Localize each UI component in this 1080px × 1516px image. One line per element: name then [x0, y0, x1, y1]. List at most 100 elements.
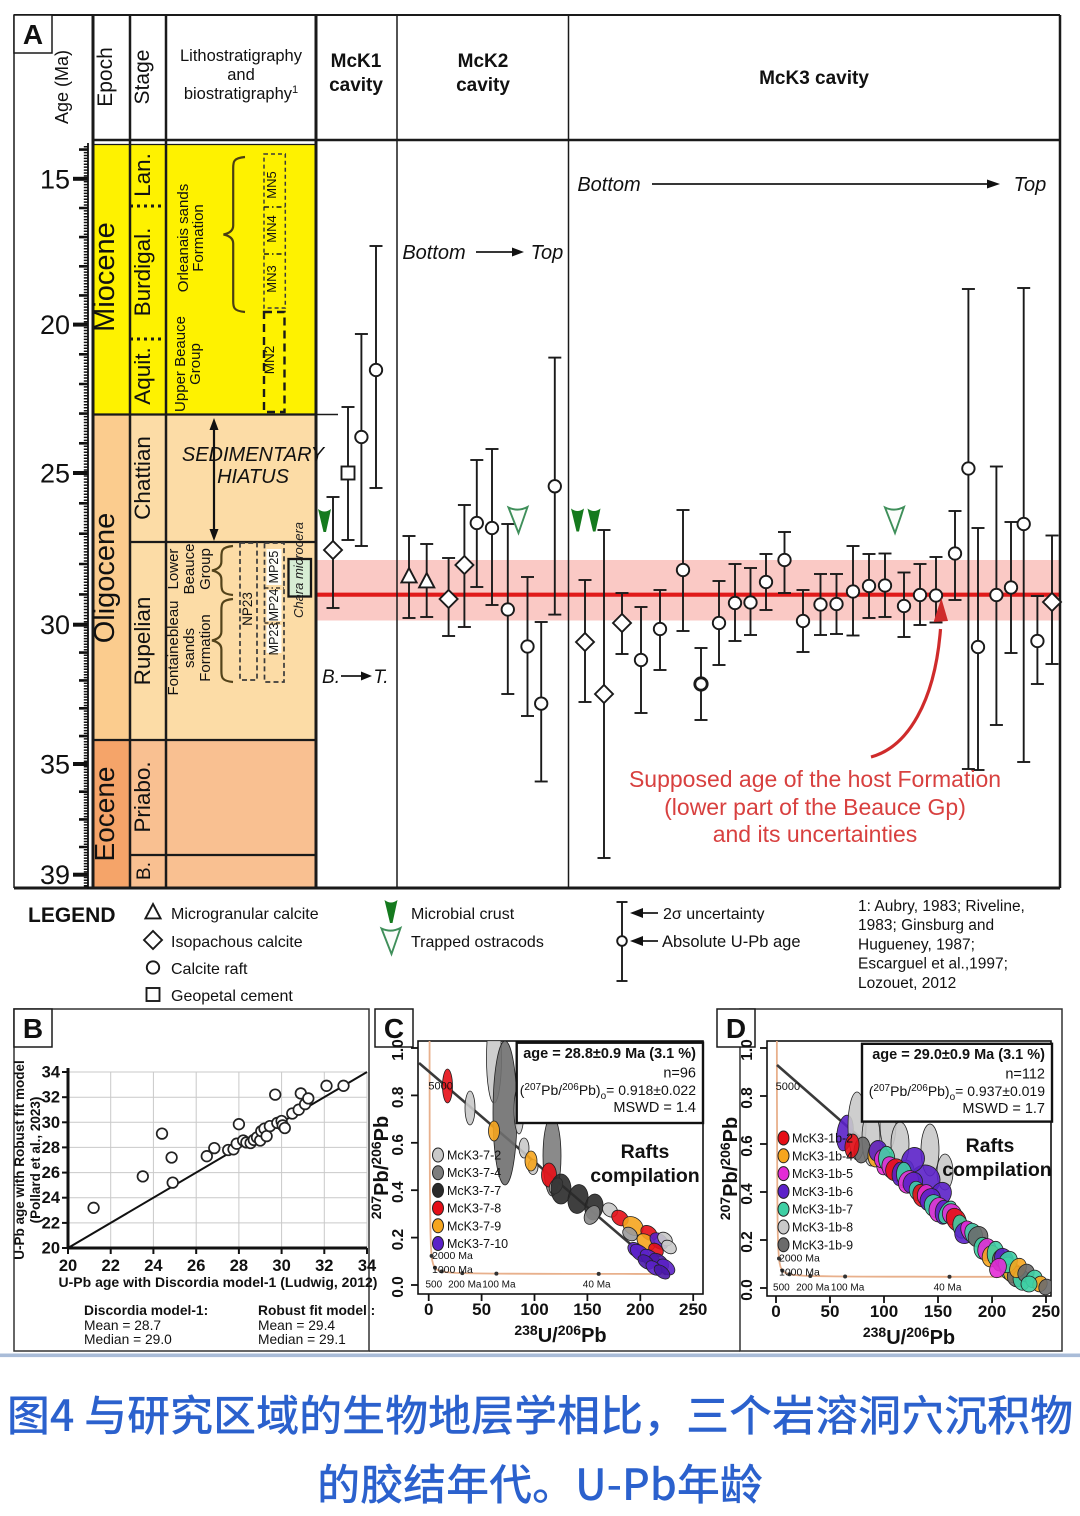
svg-text:LEGEND: LEGEND — [28, 904, 116, 927]
svg-text:238U/206Pb: 238U/206Pb — [863, 1324, 955, 1349]
svg-text:34: 34 — [42, 1064, 61, 1082]
svg-text:Group: Group — [187, 343, 204, 385]
svg-text:0.0: 0.0 — [390, 1276, 407, 1298]
svg-text:Lozouet, 2012: Lozouet, 2012 — [858, 975, 956, 992]
svg-text:B.: B. — [322, 667, 340, 688]
svg-text:age = 28.8±0.9 Ma (3.1 %): age = 28.8±0.9 Ma (3.1 %) — [523, 1046, 696, 1062]
svg-text:2000 Ma: 2000 Ma — [432, 1250, 473, 1262]
svg-text:Group: Group — [197, 548, 214, 590]
svg-text:Mean = 28.7: Mean = 28.7 — [84, 1318, 161, 1333]
svg-text:McK3-7-8: McK3-7-8 — [447, 1202, 501, 1216]
svg-text:Upper Beauce: Upper Beauce — [172, 316, 189, 412]
svg-text:0.2: 0.2 — [739, 1231, 756, 1253]
svg-text:Bottom: Bottom — [577, 174, 640, 196]
svg-text:sands: sands — [181, 628, 198, 668]
svg-text:compilation: compilation — [590, 1165, 699, 1187]
svg-text:Bottom: Bottom — [402, 242, 465, 264]
svg-text:40 Ma: 40 Ma — [583, 1280, 611, 1291]
svg-text:34: 34 — [358, 1257, 377, 1275]
svg-text:0.8: 0.8 — [739, 1087, 756, 1109]
svg-text:Formation: Formation — [197, 614, 214, 682]
svg-text:(lower part of the Beauce Gp): (lower part of the Beauce Gp) — [664, 794, 966, 820]
svg-text:McK2: McK2 — [458, 51, 509, 72]
svg-text:28: 28 — [42, 1139, 60, 1157]
svg-text:2σ uncertainty: 2σ uncertainty — [663, 906, 764, 923]
svg-text:28: 28 — [230, 1257, 248, 1275]
svg-text:Lan.: Lan. — [130, 153, 155, 197]
svg-text:0.4: 0.4 — [739, 1183, 756, 1205]
svg-text:500: 500 — [773, 1283, 790, 1294]
svg-text:200: 200 — [626, 1300, 654, 1319]
svg-text:McK3-7-9: McK3-7-9 — [447, 1219, 501, 1233]
svg-text:MP23: MP23 — [267, 623, 281, 656]
svg-text:U-Pb age with Robust fit model: U-Pb age with Robust fit model — [12, 1060, 27, 1260]
svg-text:2000 Ma: 2000 Ma — [779, 1253, 820, 1265]
svg-text:Priabo.: Priabo. — [130, 761, 155, 832]
svg-text:0.2: 0.2 — [390, 1229, 407, 1251]
svg-text:1.0: 1.0 — [390, 1039, 407, 1061]
svg-text:and its uncertainties: and its uncertainties — [713, 821, 918, 847]
svg-text:24: 24 — [144, 1257, 163, 1275]
svg-text:150: 150 — [924, 1302, 952, 1321]
svg-text:Escarguel et al.,1997;: Escarguel et al.,1997; — [858, 956, 1008, 973]
svg-text:Epoch: Epoch — [94, 47, 117, 107]
svg-text:McK3-7-7: McK3-7-7 — [447, 1184, 501, 1198]
svg-text:McK3-1b-7: McK3-1b-7 — [792, 1203, 853, 1217]
svg-text:Isopachous calcite: Isopachous calcite — [171, 934, 303, 951]
svg-text:NP23: NP23 — [240, 592, 255, 626]
svg-text:0.4: 0.4 — [390, 1181, 407, 1203]
svg-text:150: 150 — [573, 1300, 601, 1319]
svg-text:Oligocene: Oligocene — [89, 513, 121, 644]
svg-text:25: 25 — [40, 459, 70, 489]
svg-text:MP24: MP24 — [267, 589, 281, 622]
svg-text:MN2: MN2 — [262, 346, 277, 375]
svg-text:McK3-1b-4: McK3-1b-4 — [792, 1149, 853, 1163]
svg-text:40 Ma: 40 Ma — [934, 1283, 962, 1294]
svg-text:26: 26 — [42, 1164, 60, 1182]
svg-text:35: 35 — [40, 750, 70, 780]
svg-text:Median = 29.0: Median = 29.0 — [84, 1332, 172, 1347]
svg-text:0.0: 0.0 — [739, 1279, 756, 1301]
svg-text:20: 20 — [42, 1240, 60, 1258]
svg-text:McK3 cavity: McK3 cavity — [759, 68, 869, 89]
svg-text:Top: Top — [1014, 174, 1047, 196]
svg-text:Geopetal cement: Geopetal cement — [171, 988, 293, 1005]
svg-text:Hugueney, 1987;: Hugueney, 1987; — [858, 936, 975, 953]
svg-text:SEDIMENTARY: SEDIMENTARY — [182, 444, 326, 466]
svg-text:238U/206Pb: 238U/206Pb — [514, 1322, 606, 1347]
svg-text:207Pb/206Pb: 207Pb/206Pb — [368, 1116, 393, 1219]
svg-text:250: 250 — [1032, 1302, 1060, 1321]
svg-text:250: 250 — [679, 1300, 707, 1319]
svg-text:22: 22 — [42, 1214, 60, 1232]
svg-text:(Pollard et al., 2023): (Pollard et al., 2023) — [28, 1097, 43, 1224]
svg-text:McK3-7-2: McK3-7-2 — [447, 1149, 501, 1163]
svg-text:biostratigraphy1: biostratigraphy1 — [184, 84, 298, 103]
svg-text:McK3-1b-8: McK3-1b-8 — [792, 1221, 853, 1235]
svg-text:MP25: MP25 — [267, 551, 281, 584]
svg-text:Chara microcera: Chara microcera — [291, 522, 306, 618]
svg-text:Chattian: Chattian — [130, 436, 155, 520]
svg-text:207Pb/206Pb: 207Pb/206Pb — [717, 1117, 742, 1220]
svg-text:1.0: 1.0 — [739, 1039, 756, 1061]
svg-text:U-Pb age with Discordia model-: U-Pb age with Discordia model-1 (Ludwig,… — [59, 1274, 378, 1290]
svg-text:22: 22 — [102, 1257, 120, 1275]
svg-text:32: 32 — [315, 1257, 333, 1275]
svg-text:26: 26 — [187, 1257, 205, 1275]
svg-text:Robust fit model :: Robust fit model : — [258, 1303, 375, 1318]
svg-text:Lithostratigraphy: Lithostratigraphy — [180, 47, 303, 65]
svg-text:Top: Top — [531, 242, 564, 264]
svg-text:cavity: cavity — [329, 75, 383, 96]
svg-text:B.: B. — [134, 862, 155, 880]
svg-text:Supposed age of the host Forma: Supposed age of the host Formation — [629, 766, 1001, 792]
svg-text:MSWD = 1.7: MSWD = 1.7 — [962, 1101, 1045, 1117]
svg-text:Lower: Lower — [165, 549, 182, 590]
svg-text:Burdigal.: Burdigal. — [130, 228, 155, 317]
svg-text:A: A — [23, 19, 43, 50]
svg-text:compilation: compilation — [942, 1159, 1051, 1181]
svg-text:B: B — [23, 1013, 43, 1044]
svg-text:Microbial crust: Microbial crust — [411, 906, 515, 923]
svg-text:McK3-1b-6: McK3-1b-6 — [792, 1185, 853, 1199]
svg-text:Calcite raft: Calcite raft — [171, 961, 248, 978]
svg-text:Orleanais sands: Orleanais sands — [175, 184, 192, 292]
svg-text:Beauce: Beauce — [181, 544, 198, 595]
